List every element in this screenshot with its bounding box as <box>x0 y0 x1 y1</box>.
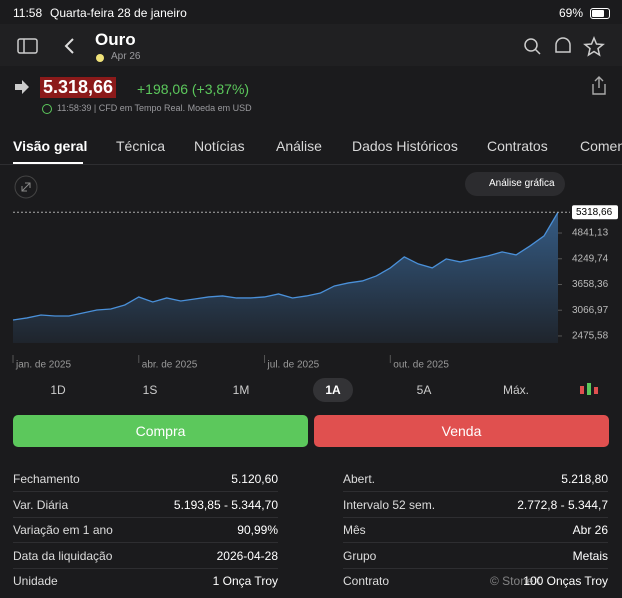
x-tick-label: out. de 2025 <box>393 360 449 371</box>
contract-dot <box>96 54 104 62</box>
separator <box>343 542 608 543</box>
price-tag-bg <box>572 205 618 220</box>
stat-value: 5.120,60 <box>231 472 278 486</box>
sidebar-button[interactable] <box>16 36 40 56</box>
range-button[interactable]: 1A <box>313 378 353 402</box>
stat-label: Grupo <box>343 548 377 563</box>
tab[interactable]: Comen <box>580 138 622 154</box>
arrow-icon <box>15 80 29 94</box>
y-tick-label: 4249,74 <box>572 253 609 264</box>
separator <box>13 567 278 569</box>
x-tick-label: jan. de 2025 <box>15 360 71 371</box>
separator <box>13 516 278 518</box>
stat-label: Contrato <box>343 574 390 588</box>
line <box>12 211 559 321</box>
candle-icon[interactable] <box>578 381 600 399</box>
stat-label: Mês <box>343 523 366 537</box>
stat-value: 5.218,80 <box>561 472 608 486</box>
y-tick-label: 4841,13 <box>572 228 609 239</box>
price-change: +198,06 (+3,87%) <box>137 81 250 97</box>
price-tag: 5318,66 <box>576 207 613 218</box>
tab[interactable]: Análise <box>276 138 322 154</box>
stat-value: 2026-04-28 <box>216 548 278 563</box>
stat-label: Variação em 1 ano <box>13 523 113 537</box>
contract[interactable]: Apr 26 <box>111 51 141 62</box>
stat-label: Fechamento <box>13 472 80 486</box>
back-button[interactable] <box>62 37 78 55</box>
range-button[interactable]: 1S <box>142 383 158 397</box>
range-button[interactable]: 1D <box>50 383 66 397</box>
range-button[interactable]: 5A <box>416 383 432 397</box>
status-time: 11:58 <box>13 6 43 20</box>
stat-value: Metais <box>572 548 608 563</box>
tab[interactable]: Notícias <box>194 138 245 154</box>
separator <box>343 516 608 518</box>
stat-value: Abr 26 <box>572 523 608 537</box>
tab[interactable]: Dados Históricos <box>352 138 458 154</box>
y-tick-label: 3658,36 <box>572 279 609 290</box>
battery-icon <box>590 8 610 19</box>
range-button[interactable]: Máx. <box>502 383 529 397</box>
stat-value: 100 Onças Troy <box>523 574 608 588</box>
stats: Fechamento 5.120,60 Var. Diária 5.193,85 - … <box>0 467 622 598</box>
separator <box>13 542 278 543</box>
x-tick-label: jul. de 2025 <box>267 360 320 371</box>
stat-label: Intervalo 52 sem. <box>343 497 436 512</box>
tab[interactable]: Contratos <box>487 138 548 154</box>
range-button[interactable]: 1M <box>232 383 250 397</box>
battery: 69% <box>559 6 584 20</box>
separator <box>343 491 608 492</box>
stat-label: Var. Diária <box>13 497 69 512</box>
stat-label: Unidade <box>13 574 58 588</box>
sell-button[interactable]: Venda <box>314 415 609 447</box>
stat-value: 1 Onça Troy <box>212 574 278 588</box>
buy-button[interactable]: Compra <box>13 415 308 447</box>
expand-button[interactable] <box>14 175 38 199</box>
share-button[interactable] <box>590 76 608 96</box>
separator <box>13 491 278 492</box>
tab[interactable]: Visão geral <box>13 138 88 154</box>
watermark: © StoneX <box>490 574 542 588</box>
clock-icon <box>42 104 52 114</box>
y-tick-label: 3066,97 <box>572 305 609 316</box>
title: Ouro <box>95 30 136 49</box>
stat-value: 90,99% <box>237 523 278 537</box>
chart-analysis-button[interactable]: Análise gráfica <box>465 172 565 196</box>
area <box>13 212 558 343</box>
stat-value: 5.193,85 - 5.344,70 <box>173 497 278 512</box>
status-date: Quarta-feira 28 de janeiro <box>50 6 187 20</box>
range-selector: 1D 1S 1M 1A 5A Máx. <box>0 378 622 402</box>
chart: 2475,58 3066,97 3658,36 4249,74 4841,13 jan. … <box>12 205 618 371</box>
tab[interactable]: Técnica <box>116 138 166 154</box>
stat-label: Data da liquidação <box>13 548 113 563</box>
tab-underline <box>13 162 83 164</box>
y-tick-label: 2475,58 <box>572 331 609 342</box>
price: 5.318,66 <box>40 77 117 98</box>
tabs: Visão geral Técnica Notícias Análise Dados H… <box>0 126 622 165</box>
x-tick-label: abr. de 2025 <box>142 360 198 371</box>
quote-info: 11:58:39 | CFD em Tempo Real. Moeda em U… <box>57 103 252 113</box>
stat-label: Abert. <box>343 472 376 486</box>
header-icons[interactable] <box>522 36 612 58</box>
stat-value: 2.772,8 - 5.344,7 <box>517 497 608 512</box>
separator <box>343 567 608 569</box>
